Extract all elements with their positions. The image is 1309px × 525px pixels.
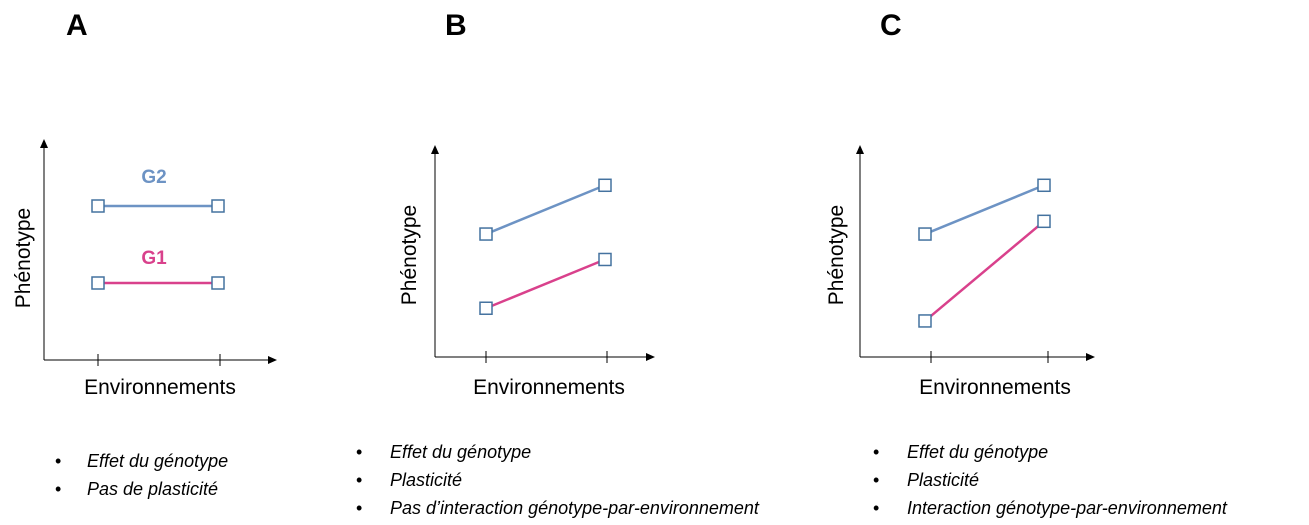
panel-a-series-2-point-1 xyxy=(91,276,105,290)
panel-b-bullet-3: Pas d’interaction génotype-par-environne… xyxy=(390,498,760,518)
panel-a-bullet-1: Effet du génotype xyxy=(87,451,228,471)
panel-b-x-axis-arrow xyxy=(646,353,655,361)
panel-a-series-1-point-2 xyxy=(211,199,225,213)
panel-c-bullet-3: Interaction génotype-par-environnement xyxy=(907,498,1228,518)
panel-b-letter: B xyxy=(445,9,467,42)
panel-c-series-2-point-2 xyxy=(1037,214,1051,229)
panel-a-series-2-point-2 xyxy=(211,276,225,290)
panel-b-y-axis-arrow xyxy=(431,145,439,154)
panel-b-bullet-dot-2: • xyxy=(356,470,362,490)
panel-b-bullet-dot-3: • xyxy=(356,498,362,518)
panel-c-series-2-line xyxy=(924,220,1045,322)
panel-a-bullet-dot-1: • xyxy=(55,451,61,471)
panel-c: C Phénotype Environnements • Effet du gé… xyxy=(825,9,1228,518)
panel-a-plot xyxy=(91,199,225,290)
panel-c-bullet-2: Plasticité xyxy=(907,470,979,490)
panel-b-bullet-1: Effet du génotype xyxy=(390,442,531,462)
panel-b-plot xyxy=(479,178,612,315)
panel-a-series-1-point-1 xyxy=(91,199,105,213)
panel-a-y-label: Phénotype xyxy=(12,208,35,308)
panel-c-letter: C xyxy=(880,9,902,42)
panel-c-bullet-dot-3: • xyxy=(873,498,879,518)
panel-c-series-1-line xyxy=(924,184,1045,236)
panel-a-y-axis-arrow xyxy=(40,139,48,148)
panel-c-y-axis-arrow xyxy=(856,145,864,154)
panel-c-series-2-point-1 xyxy=(918,314,932,328)
panel-c-bullet-1: Effet du génotype xyxy=(907,442,1048,462)
panel-c-x-axis-arrow xyxy=(1086,353,1095,361)
panel-b-series-2-point-1 xyxy=(479,301,493,315)
panel-a: A Phénotype Environnements G2 G1 • Effet… xyxy=(12,9,277,499)
panel-b-series-1-point-2 xyxy=(598,178,612,193)
panel-c-bullet-dot-1: • xyxy=(873,442,879,462)
panel-b-series-2-point-2 xyxy=(598,252,612,267)
panel-c-bullet-dot-2: • xyxy=(873,470,879,490)
panel-b-x-label: Environnements xyxy=(473,376,625,399)
panel-a-x-label: Environnements xyxy=(84,376,236,399)
panel-a-bullet-2: Pas de plasticité xyxy=(87,479,218,499)
panel-c-y-label: Phénotype xyxy=(825,205,848,305)
panel-a-bullet-dot-2: • xyxy=(55,479,61,499)
panel-b-series-2-line xyxy=(485,258,606,310)
panel-a-letter: A xyxy=(66,9,88,42)
panel-b-series-1-point-1 xyxy=(479,227,493,241)
panel-b: B Phénotype Environnements • Effet du gé… xyxy=(356,9,760,518)
panel-c-series-1-point-2 xyxy=(1037,178,1051,193)
panel-c-x-label: Environnements xyxy=(919,376,1071,399)
panel-b-bullet-2: Plasticité xyxy=(390,470,462,490)
panel-b-series-1-line xyxy=(485,184,606,236)
panel-b-bullet-dot-1: • xyxy=(356,442,362,462)
panel-b-y-label: Phénotype xyxy=(398,205,421,305)
panel-c-plot xyxy=(918,178,1051,328)
panel-a-g1-label: G1 xyxy=(141,248,167,269)
panel-c-series-1-point-1 xyxy=(918,227,932,241)
panel-a-x-axis-arrow xyxy=(268,356,277,364)
panel-a-g2-label: G2 xyxy=(141,167,166,188)
